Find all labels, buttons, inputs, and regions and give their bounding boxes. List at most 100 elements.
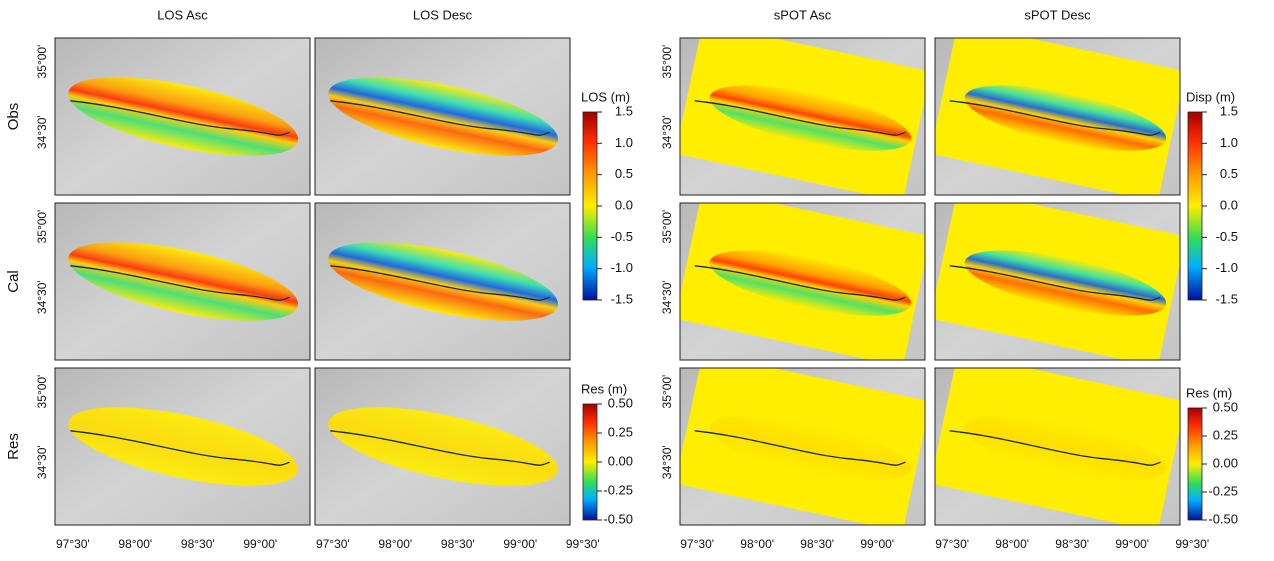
map-panel [680, 368, 925, 525]
colorbar-tick-label: -0.50 [1208, 511, 1238, 526]
colorbar [582, 403, 598, 521]
lat-tick-label: 35°00' [660, 375, 674, 409]
colorbar [1187, 111, 1203, 301]
panel-frame [679, 367, 926, 526]
deformation [328, 77, 559, 156]
column-title: LOS Asc [157, 7, 208, 22]
lon-tick-label: 99°30' [566, 537, 600, 551]
lon-tick-label: 97°30' [316, 537, 350, 551]
lon-tick-label: 98°00' [740, 537, 774, 551]
map-panel [315, 38, 570, 195]
map-panel [315, 368, 570, 525]
fault-trace [330, 100, 550, 136]
panel-frame [314, 202, 571, 361]
deformation [709, 85, 912, 151]
lon-tick-label: 97°30' [935, 537, 969, 551]
panel-frame [54, 202, 311, 361]
fault-trace [70, 430, 290, 466]
panel-frame [934, 37, 1181, 196]
column-title: sPOT Asc [774, 7, 832, 22]
colorbar-tick-label: 0.25 [608, 424, 633, 439]
colorbar-tick-label: 0.5 [1220, 166, 1238, 181]
colorbar-tick-label: 1.5 [1220, 103, 1238, 118]
fault-trace [70, 265, 290, 301]
colorbar-label: Res (m) [581, 381, 627, 396]
panel-frame [54, 37, 311, 196]
colorbar-tick-label: -0.50 [603, 511, 633, 526]
panel-frame [679, 202, 926, 361]
colorbar-tick-label: -1.0 [611, 260, 633, 275]
lat-tick-label: 34°30' [35, 445, 49, 479]
lat-tick-label: 34°30' [35, 280, 49, 314]
lat-tick-label: 35°00' [660, 45, 674, 79]
colorbar-tick-label: -1.0 [1216, 260, 1238, 275]
map-panel [55, 368, 310, 525]
lat-tick-label: 35°00' [35, 45, 49, 79]
lat-tick-label: 34°30' [660, 115, 674, 149]
colorbar-tick-label: 0.50 [608, 395, 633, 410]
row-label: Cal [5, 270, 22, 293]
panel-frame [934, 202, 1181, 361]
deformation [964, 85, 1167, 151]
map-panel [55, 38, 310, 195]
fault-trace [694, 100, 906, 136]
deformation [964, 250, 1167, 316]
colorbar-tick-label: 1.0 [1220, 135, 1238, 150]
fault-trace [694, 265, 906, 301]
lat-tick-label: 35°00' [660, 210, 674, 244]
map-panel [935, 203, 1180, 360]
deformation [709, 415, 912, 481]
lat-tick-label: 35°00' [35, 375, 49, 409]
colorbar-tick-label: 0.0 [1220, 197, 1238, 212]
colorbar-tick-label: 0.5 [615, 166, 633, 181]
deformation [328, 242, 559, 321]
colorbar-tick-label: -0.25 [603, 482, 633, 497]
lon-tick-label: 99°00' [503, 537, 537, 551]
deformation [709, 250, 912, 316]
lon-tick-label: 98°00' [378, 537, 412, 551]
deformation [328, 407, 559, 486]
column-title: sPOT Desc [1024, 7, 1091, 22]
map-panel [935, 38, 1180, 195]
colorbar-tick-label: 0.00 [1213, 455, 1238, 470]
map-panel [680, 203, 925, 360]
lat-tick-label: 34°30' [660, 445, 674, 479]
lon-tick-label: 99°00' [860, 537, 894, 551]
panel-frame [314, 367, 571, 526]
colorbar-tick-label: 0.0 [615, 197, 633, 212]
lon-tick-label: 98°30' [181, 537, 215, 551]
colorbar-tick-label: -1.5 [611, 291, 633, 306]
colorbar-tick-label: -1.5 [1216, 291, 1238, 306]
colorbar-tick-label: -0.5 [1216, 229, 1238, 244]
panel-frame [314, 37, 571, 196]
deformation [68, 407, 299, 486]
colorbar-label: LOS (m) [581, 89, 630, 104]
deformation [68, 242, 299, 321]
map-panel [315, 203, 570, 360]
colorbar-tick-label: 0.50 [1213, 399, 1238, 414]
panel-frame [54, 367, 311, 526]
lon-tick-label: 98°00' [995, 537, 1029, 551]
lon-tick-label: 98°30' [441, 537, 475, 551]
fault-trace [70, 100, 290, 136]
colorbar-label: Res (m) [1186, 385, 1232, 400]
colorbar-label: Disp (m) [1186, 89, 1235, 104]
lon-tick-label: 98°00' [118, 537, 152, 551]
lat-tick-label: 34°30' [35, 115, 49, 149]
map-panel [55, 203, 310, 360]
colorbar-tick-label: -0.5 [611, 229, 633, 244]
map-panel [935, 368, 1180, 525]
deformation [964, 415, 1167, 481]
lon-tick-label: 99°30' [1175, 537, 1209, 551]
colorbar-tick-label: 1.5 [615, 103, 633, 118]
panel-frame [679, 37, 926, 196]
lon-tick-label: 98°30' [800, 537, 834, 551]
fault-trace [949, 100, 1161, 136]
colorbar-tick-label: 0.25 [1213, 427, 1238, 442]
lat-tick-label: 34°30' [660, 280, 674, 314]
colorbar-tick-label: 1.0 [615, 135, 633, 150]
fault-trace [949, 265, 1161, 301]
fault-trace [330, 430, 550, 466]
